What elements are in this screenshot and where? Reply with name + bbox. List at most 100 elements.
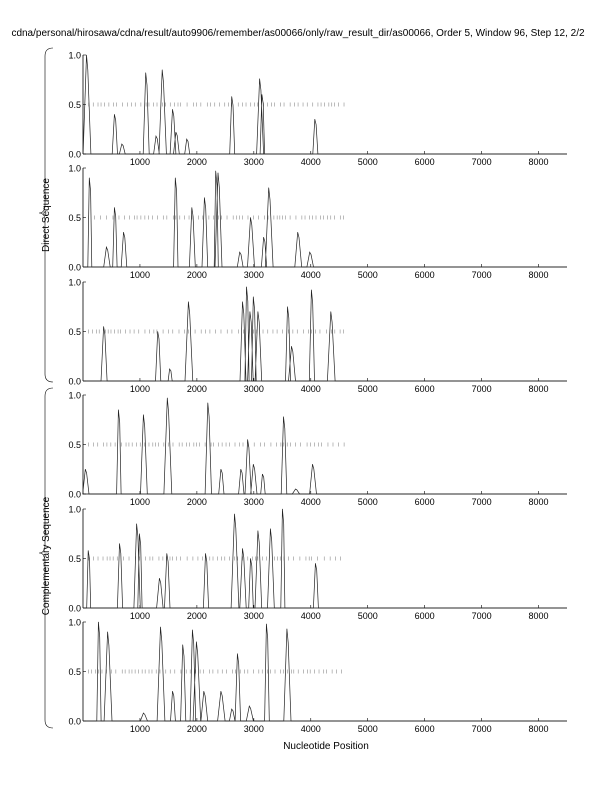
x-tick-label: 2000: [187, 270, 207, 280]
x-tick-label: 6000: [415, 611, 435, 621]
data-point: [312, 464, 313, 465]
data-point: [266, 623, 267, 625]
x-tick-label: 5000: [358, 497, 378, 507]
data-point: [314, 119, 316, 120]
data-point: [175, 131, 177, 133]
data-point: [175, 177, 176, 179]
x-tick-label: 1000: [130, 611, 150, 621]
x-tick-label: 8000: [529, 270, 549, 280]
data-point: [270, 528, 271, 530]
data-point: [295, 488, 296, 490]
series-line: [82, 54, 567, 155]
data-point: [309, 251, 310, 253]
data-point: [196, 641, 197, 643]
data-point: [119, 543, 120, 544]
data-point: [87, 550, 89, 551]
data-point: [121, 143, 123, 145]
y-tick-label: 1.0: [68, 51, 81, 61]
panel-1: 0.0 0.5 1.0 1000 2000 3000 4000 5000 6000 7000 800…: [68, 51, 567, 167]
data-point: [250, 217, 251, 218]
data-point: [215, 170, 217, 172]
x-tick-label: 5000: [358, 157, 378, 167]
y-tick-label: 0.5: [68, 100, 81, 110]
x-tick-label: 5000: [358, 611, 378, 621]
panel-2: 0.0 0.5 1.0 1000 2000 3000 4000 5000 6000 7000 800…: [68, 164, 567, 280]
x-tick-label: 3000: [244, 611, 264, 621]
data-point: [311, 289, 312, 291]
data-point: [169, 368, 170, 370]
x-tick-label: 2000: [187, 724, 207, 734]
data-point: [242, 301, 243, 303]
data-point: [192, 629, 193, 631]
x-tick-label: 8000: [529, 497, 549, 507]
data-point: [286, 628, 288, 630]
data-point: [242, 548, 243, 549]
x-tick-label: 3000: [244, 157, 264, 167]
x-tick-label: 8000: [529, 724, 549, 734]
data-point: [143, 414, 144, 416]
data-point: [166, 553, 168, 554]
y-tick-label: 1.0: [68, 391, 81, 401]
data-point: [283, 416, 284, 418]
data-point: [157, 331, 158, 332]
y-tick-label: 0.5: [68, 213, 81, 223]
data-point: [207, 402, 209, 404]
x-tick-label: 4000: [301, 384, 321, 394]
x-tick-label: 6000: [415, 384, 435, 394]
x-tick-label: 6000: [415, 497, 435, 507]
group-label-complementary: Complementary Sequence: [41, 496, 52, 615]
data-point: [167, 397, 168, 399]
y-tick-label: 0.0: [68, 377, 81, 387]
data-point: [330, 311, 332, 313]
data-point: [85, 468, 86, 470]
data-point: [257, 530, 259, 532]
chart-title: cdna/personal/hirosawa/cdna/result/auto9…: [11, 28, 585, 39]
group-bracket-direct: Direct Sequence: [38, 47, 54, 383]
x-tick-label: 3000: [244, 724, 264, 734]
x-tick-label: 6000: [415, 724, 435, 734]
data-point: [159, 578, 160, 579]
y-tick-label: 0.5: [68, 440, 81, 450]
data-point: [287, 306, 288, 308]
x-tick-label: 8000: [529, 157, 549, 167]
data-point: [172, 691, 173, 692]
data-point: [107, 631, 108, 633]
data-point: [268, 187, 269, 189]
y-tick-label: 0.0: [68, 604, 81, 614]
data-point: [86, 54, 87, 56]
y-tick-label: 1.0: [68, 278, 81, 288]
y-tick-label: 1.0: [68, 505, 81, 515]
x-tick-label: 2000: [187, 497, 207, 507]
x-tick-label: 8000: [529, 384, 549, 394]
data-point: [262, 473, 263, 475]
data-point: [261, 94, 263, 95]
data-point: [250, 558, 251, 559]
data-point: [237, 653, 238, 654]
x-tick-label: 7000: [472, 611, 492, 621]
data-point: [263, 237, 264, 238]
x-tick-label: 7000: [472, 157, 492, 167]
data-point: [231, 708, 232, 710]
data-point: [220, 691, 222, 692]
data-point: [188, 301, 189, 303]
x-tick-label: 4000: [301, 270, 321, 280]
y-tick-label: 0.5: [68, 667, 81, 677]
group-bracket-complementary: Complementary Sequence: [38, 387, 54, 729]
data-point: [315, 563, 316, 564]
series-line: [83, 286, 567, 382]
data-point: [123, 232, 124, 233]
panel-4: 0.0 0.5 1.0 1000 2000 3000 4000 5000 6000 7000 800…: [68, 391, 567, 507]
x-tick-label: 1000: [130, 384, 150, 394]
data-point: [114, 207, 115, 208]
y-tick-label: 0.0: [68, 717, 81, 727]
data-point: [160, 626, 161, 628]
y-tick-label: 1.0: [68, 618, 81, 628]
data-point: [220, 468, 222, 470]
y-tick-label: 0.0: [68, 150, 81, 160]
series-line: [82, 397, 567, 495]
x-tick-label: 3000: [244, 384, 264, 394]
x-tick-label: 2000: [187, 157, 207, 167]
panel-3: 0.0 0.5 1.0 1000 2000 3000 4000 5000 6000 7000 800…: [68, 278, 567, 394]
data-point: [204, 197, 205, 198]
